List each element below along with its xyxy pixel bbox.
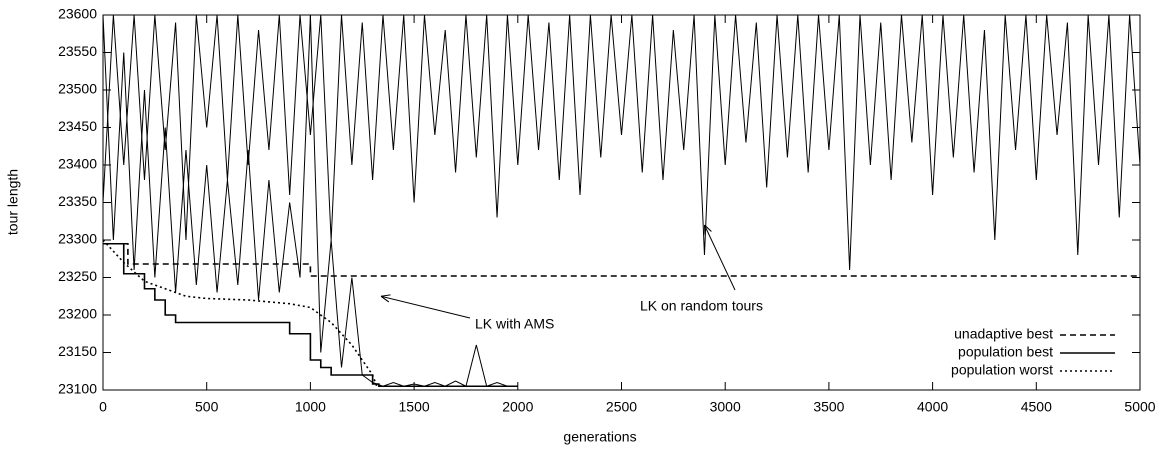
y-tick-label: 23150: [58, 343, 97, 359]
annotation: LK on random tours: [640, 298, 763, 314]
y-tick-label: 23100: [58, 381, 97, 397]
y-tick-label: 23600: [58, 6, 97, 22]
annotation-arrow: [381, 296, 471, 319]
x-tick-label: 3000: [710, 399, 741, 415]
x-tick-label: 4500: [1021, 399, 1052, 415]
series-line: [103, 239, 518, 388]
series-line: [103, 15, 518, 387]
series-line: [103, 15, 1140, 271]
x-axis-label: generations: [563, 429, 636, 445]
y-axis-label: tour length: [5, 169, 21, 235]
y-tick-label: 23400: [58, 156, 97, 172]
annotation: LK with AMS: [475, 316, 554, 332]
series-line: [103, 242, 1140, 277]
x-tick-label: 0: [99, 399, 107, 415]
x-tick-label: 2000: [502, 399, 533, 415]
x-tick-label: 4000: [917, 399, 948, 415]
x-tick-label: 500: [195, 399, 219, 415]
series-line: [103, 242, 518, 388]
y-tick-label: 23200: [58, 306, 97, 322]
annotation-arrow: [704, 225, 736, 291]
plot-frame: [102, 14, 1141, 391]
legend-label: population best: [958, 344, 1053, 360]
x-tick-label: 5000: [1124, 399, 1155, 415]
legend-label: unadaptive best: [954, 326, 1053, 342]
x-tick-label: 2500: [606, 399, 637, 415]
x-tick-label: 3500: [813, 399, 844, 415]
y-tick-label: 23300: [58, 231, 97, 247]
y-tick-label: 23450: [58, 118, 97, 134]
legend-label: population worst: [951, 362, 1053, 378]
y-tick-label: 23350: [58, 193, 97, 209]
x-tick-label: 1500: [399, 399, 430, 415]
y-tick-label: 23500: [58, 81, 97, 97]
y-tick-label: 23250: [58, 268, 97, 284]
y-tick-label: 23550: [58, 43, 97, 59]
x-tick-label: 1000: [295, 399, 326, 415]
